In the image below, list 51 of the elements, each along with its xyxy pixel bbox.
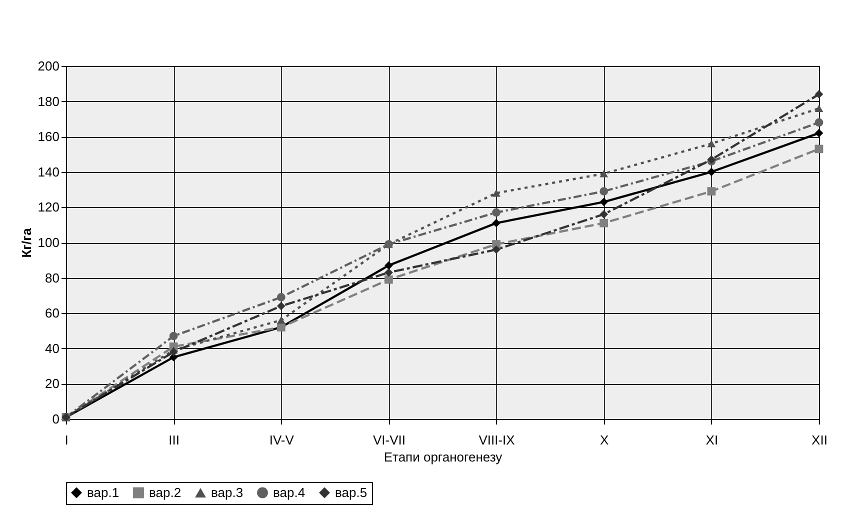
point [814, 104, 824, 112]
y-tick-label: 140 [38, 164, 60, 180]
point [707, 140, 716, 148]
point [707, 187, 716, 196]
y-tick-label: 0 [52, 412, 60, 426]
point [814, 128, 824, 138]
x-tick-label: III [168, 432, 180, 448]
point [492, 189, 500, 197]
y-tick-label: 100 [38, 235, 60, 250]
x-tick-label: XII [812, 432, 828, 448]
point [600, 170, 608, 178]
y-tick-label: 20 [45, 376, 60, 392]
x-axis-title: Етапи органогенезу [384, 450, 503, 464]
y-tick-label: 120 [38, 200, 60, 215]
x-tick-label: XI [706, 432, 718, 448]
legend-label: вар.3 [211, 484, 244, 500]
point [169, 348, 178, 356]
y-axis-title: Кг/га [18, 227, 34, 258]
x-tick-label: VIII-IX [478, 432, 516, 448]
point [492, 218, 500, 228]
point [276, 316, 286, 324]
point [384, 275, 393, 284]
point [276, 302, 286, 310]
x-tick-label: X [600, 432, 610, 448]
point [384, 261, 393, 270]
point [169, 332, 178, 340]
y-tick-label: 180 [38, 94, 60, 109]
point [384, 268, 393, 277]
point [600, 187, 608, 196]
point [276, 293, 286, 302]
legend-label: вар.5 [335, 484, 368, 500]
point [814, 118, 824, 127]
point [600, 198, 608, 206]
legend-label: вар.2 [149, 484, 182, 500]
legend-label: вар.4 [273, 484, 306, 500]
y-tick-label: 60 [45, 306, 60, 321]
point [600, 218, 608, 228]
y-tick-label: 80 [45, 270, 60, 286]
point [492, 208, 500, 217]
y-tick-label: 160 [38, 129, 60, 144]
x-tick-label: I [64, 432, 68, 448]
point [814, 90, 824, 98]
y-tick-label: 40 [45, 340, 60, 356]
point [492, 245, 500, 254]
y-tick-label: 200 [38, 58, 60, 74]
x-tick-label: VI-VII [372, 432, 406, 448]
point [600, 210, 608, 218]
point [814, 144, 824, 154]
x-tick-label: IV-V [269, 432, 294, 448]
point [707, 168, 716, 176]
legend-label: вар.1 [87, 484, 120, 500]
